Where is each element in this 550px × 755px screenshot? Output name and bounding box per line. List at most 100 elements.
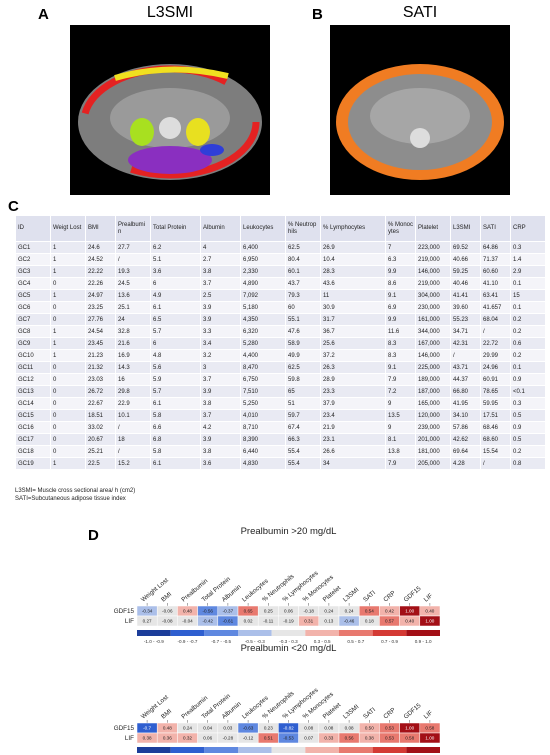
table-cell: 219,000	[415, 277, 451, 290]
cell-label: -0.37	[223, 609, 234, 614]
table-cell: 2.5	[200, 289, 241, 302]
table-cell: 44.37	[450, 373, 481, 386]
cell-label: 1.00	[405, 609, 414, 614]
table-row: GC14 0 22.67 22.9 6.1 3.8 5,250 51 37.9 9 165,000 4…	[15, 397, 546, 410]
table-cell: 80.4	[285, 253, 321, 266]
table-cell: 0.9	[510, 373, 546, 386]
heatmap-title: Prealbumin >20 mg/dL	[241, 526, 337, 537]
table-cell: 0	[50, 313, 86, 326]
table-cell: 25.1	[115, 301, 151, 314]
table-cell: 6,400	[240, 241, 286, 254]
table-cell: 23.25	[85, 301, 116, 314]
table-cell: 9.9	[385, 313, 416, 326]
table-cell: 25.21	[85, 445, 116, 458]
table-cell: 22.67	[85, 397, 116, 410]
panel-label: D	[88, 527, 99, 544]
table-cell: 10.4	[320, 253, 386, 266]
table-cell: 15.54	[480, 445, 511, 458]
table-cell: 9	[385, 421, 416, 434]
table-cell: 1	[50, 289, 86, 302]
table-cell: 146,000	[415, 349, 451, 362]
table-cell: 55.4	[285, 457, 321, 470]
cell-label: 0.57	[385, 619, 394, 624]
table-cell: <0.1	[510, 385, 546, 398]
table-cell: GC2	[15, 253, 51, 266]
table-cell: 4.2	[200, 421, 241, 434]
table-cell: 2,330	[240, 265, 286, 278]
legend-label: 0.5 - 0.7	[347, 639, 364, 644]
table-cell: 2.7	[200, 253, 241, 266]
table-cell: 4,830	[240, 457, 286, 470]
table-cell: 13.6	[115, 289, 151, 302]
table-cell: 0.8	[510, 457, 546, 470]
ct-image-b	[330, 25, 510, 195]
table-cell: 55.23	[450, 313, 481, 326]
table-cell: 0.1	[510, 277, 546, 290]
table-cell: 146,000	[415, 265, 451, 278]
table-cell: 78.65	[480, 385, 511, 398]
table-cell: 4,350	[240, 313, 286, 326]
cell-label: -0.61	[223, 619, 234, 624]
table-cell: GC8	[15, 325, 51, 338]
table-cell: 58.9	[285, 337, 321, 350]
table-cell: 41.41	[450, 289, 481, 302]
table-cell: 0	[50, 409, 86, 422]
column-header: BMI	[85, 215, 116, 242]
table-cell: 6,750	[240, 373, 286, 386]
table-cell: 13.5	[385, 409, 416, 422]
table-cell: 20.67	[85, 433, 116, 446]
cell-label: -0.28	[223, 736, 234, 741]
table-cell: 11	[320, 289, 386, 302]
table-cell: 33.02	[85, 421, 116, 434]
table-cell: 65	[285, 385, 321, 398]
table-cell: /	[480, 325, 511, 338]
table-cell: 1	[50, 349, 86, 362]
table-cell: 5.7	[150, 325, 201, 338]
panel-title: SATI	[402, 4, 438, 21]
legend-swatch	[204, 630, 238, 636]
column-label: BMI	[160, 591, 173, 604]
table-cell: 8.3	[385, 349, 416, 362]
table-cell: 21.9	[320, 421, 386, 434]
table-cell: 22.9	[115, 397, 151, 410]
table-cell: 24.5	[115, 277, 151, 290]
table-cell: 5.9	[150, 373, 201, 386]
table-cell: 0	[50, 277, 86, 290]
table-cell: 0	[50, 433, 86, 446]
cell-label: 0.38	[143, 736, 152, 741]
table-cell: 6.9	[385, 301, 416, 314]
table-cell: 27.7	[115, 241, 151, 254]
table-cell: 37.2	[320, 349, 386, 362]
table-row: GC11 0 21.32 14.3 5.6 3 8,470 62.5 26.3 9.1 225,00…	[15, 361, 546, 374]
column-header: Platelet	[415, 215, 451, 242]
legend-label: -0.7 - -0.5	[211, 639, 231, 644]
table-cell: 0	[50, 397, 86, 410]
table-cell: 5.7	[150, 385, 201, 398]
table-cell: 3.2	[200, 349, 241, 362]
table-row: GC8 1 24.54 32.8 5.7 3.3 6,320 47.6 36.7 11.6 344,…	[15, 325, 546, 338]
cell-label: 0.65	[244, 609, 253, 614]
legend-label: -0.5 - -0.3	[245, 639, 265, 644]
table-cell: 21.6	[115, 337, 151, 350]
table-cell: 41.657	[480, 301, 511, 314]
table-cell: 22.5	[85, 457, 116, 470]
table-cell: 67.4	[285, 421, 321, 434]
table-cell: 24.97	[85, 289, 116, 302]
table-cell: GC1	[15, 241, 51, 254]
panel-label: B	[312, 6, 323, 23]
legend-swatch	[372, 747, 407, 753]
table-cell: 3	[200, 361, 241, 374]
table-cell: 29.99	[480, 349, 511, 362]
table-cell: 68.46	[480, 421, 511, 434]
column-header: Prealbumin	[115, 215, 151, 242]
table-cell: 230,000	[415, 301, 451, 314]
table-cell: 59.7	[285, 409, 321, 422]
cell-label: 0.48	[163, 726, 172, 731]
table-cell: 9.1	[385, 289, 416, 302]
table-cell: /	[480, 457, 511, 470]
column-header: Total Protein	[150, 215, 201, 242]
legend-swatch	[406, 747, 440, 753]
table-cell: 120,000	[415, 409, 451, 422]
table-cell: 40.66	[450, 253, 481, 266]
table-cell: /	[115, 445, 151, 458]
